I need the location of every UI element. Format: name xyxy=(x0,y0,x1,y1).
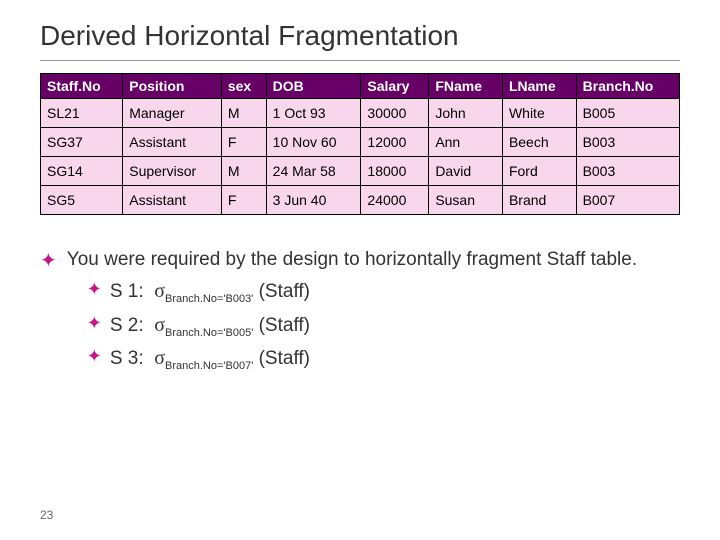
cell: 3 Jun 40 xyxy=(266,186,361,215)
fragment-line: S 3: σBranch.No='B007' (Staff) xyxy=(110,342,310,375)
cell: F xyxy=(221,128,266,157)
cell: Susan xyxy=(429,186,503,215)
cell: Beech xyxy=(502,128,576,157)
cell: 24000 xyxy=(361,186,429,215)
col-lname: LName xyxy=(502,74,576,99)
cell: F xyxy=(221,186,266,215)
cell: B005 xyxy=(576,99,679,128)
table-row: SL21 Manager M 1 Oct 93 30000 John White… xyxy=(41,99,680,128)
col-salary: Salary xyxy=(361,74,429,99)
cell: M xyxy=(221,99,266,128)
slide-title: Derived Horizontal Fragmentation xyxy=(40,20,680,61)
cell: SL21 xyxy=(41,99,123,128)
cell: John xyxy=(429,99,503,128)
cell: B007 xyxy=(576,186,679,215)
cell: 30000 xyxy=(361,99,429,128)
cell: Brand xyxy=(502,186,576,215)
cell: 24 Mar 58 xyxy=(266,157,361,186)
cell: 18000 xyxy=(361,157,429,186)
bullet-icon: ✦ xyxy=(87,309,102,338)
cell: SG37 xyxy=(41,128,123,157)
col-dob: DOB xyxy=(266,74,361,99)
cell: SG5 xyxy=(41,186,123,215)
cell: B003 xyxy=(576,128,679,157)
cell: M xyxy=(221,157,266,186)
bullet-icon: ✦ xyxy=(40,245,57,277)
content-block: ✦ You were required by the design to hor… xyxy=(40,245,680,376)
cell: 12000 xyxy=(361,128,429,157)
col-sex: sex xyxy=(221,74,266,99)
col-branchno: Branch.No xyxy=(576,74,679,99)
cell: Assistant xyxy=(123,128,222,157)
table-row: SG14 Supervisor M 24 Mar 58 18000 David … xyxy=(41,157,680,186)
col-fname: FName xyxy=(429,74,503,99)
cell: B003 xyxy=(576,157,679,186)
fragment-line: S 2: σBranch.No='B005' (Staff) xyxy=(110,309,310,342)
cell: Manager xyxy=(123,99,222,128)
staff-table: Staff.No Position sex DOB Salary FName L… xyxy=(40,73,680,215)
table-row: SG37 Assistant F 10 Nov 60 12000 Ann Bee… xyxy=(41,128,680,157)
cell: Ford xyxy=(502,157,576,186)
table-row: SG5 Assistant F 3 Jun 40 24000 Susan Bra… xyxy=(41,186,680,215)
bullet-icon: ✦ xyxy=(87,275,102,304)
table-header-row: Staff.No Position sex DOB Salary FName L… xyxy=(41,74,680,99)
col-position: Position xyxy=(123,74,222,99)
cell: Supervisor xyxy=(123,157,222,186)
page-number: 23 xyxy=(40,508,53,522)
cell: David xyxy=(429,157,503,186)
cell: SG14 xyxy=(41,157,123,186)
cell: 10 Nov 60 xyxy=(266,128,361,157)
cell: Ann xyxy=(429,128,503,157)
cell: Assistant xyxy=(123,186,222,215)
cell: 1 Oct 93 xyxy=(266,99,361,128)
col-staffno: Staff.No xyxy=(41,74,123,99)
bullet-icon: ✦ xyxy=(87,342,102,371)
body-text: You were required by the design to horiz… xyxy=(67,249,637,270)
fragment-line: S 1: σBranch.No='B003' (Staff) xyxy=(110,275,310,308)
cell: White xyxy=(502,99,576,128)
